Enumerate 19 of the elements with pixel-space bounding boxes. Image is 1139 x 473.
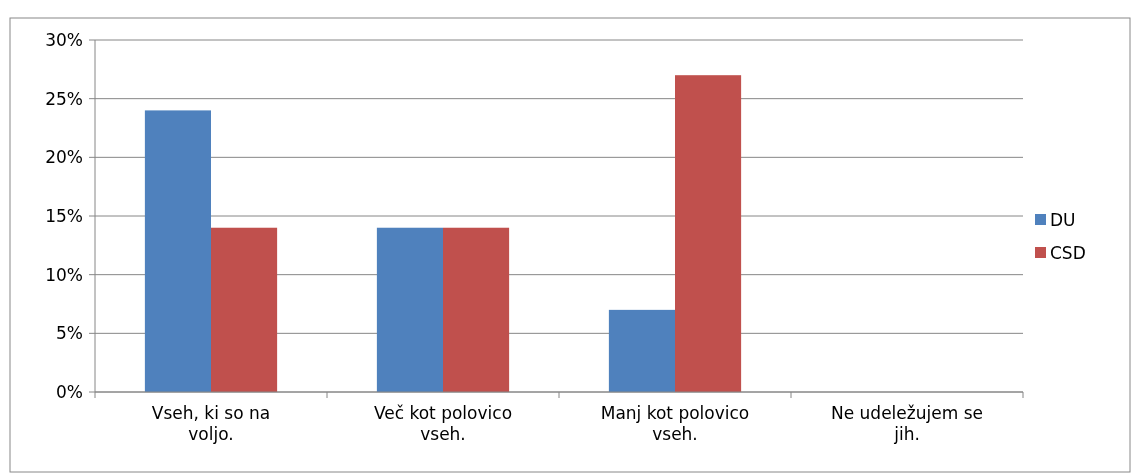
y-tick-label: 30% (45, 29, 83, 50)
legend-label: CSD (1050, 242, 1086, 263)
bar (443, 227, 510, 392)
bar (376, 227, 443, 392)
x-tick-label: Vseh, ki so na voljo. (151, 403, 271, 444)
y-tick-label: 0% (56, 381, 83, 402)
x-tick-label: Manj kot polovico vseh. (600, 403, 750, 444)
bar (675, 75, 742, 392)
y-tick-label: 10% (45, 264, 83, 285)
y-tick-label: 20% (45, 147, 83, 168)
y-tick-label: 5% (56, 323, 83, 344)
bar (144, 110, 211, 392)
x-tick-label: Več kot polovico vseh. (373, 403, 513, 444)
x-tick-label: Ne udeležujem se jih. (831, 403, 983, 444)
legend-label: DU (1050, 209, 1076, 230)
bar (608, 309, 675, 392)
y-tick-label: 25% (45, 88, 83, 109)
y-tick-label: 15% (45, 205, 83, 226)
bar (211, 227, 278, 392)
